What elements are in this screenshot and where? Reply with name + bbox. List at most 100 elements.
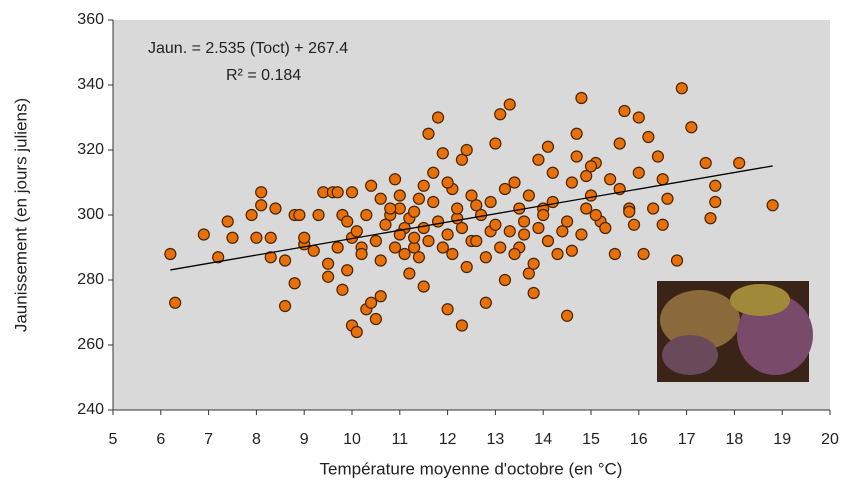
- point: [455, 221, 469, 235]
- point: [384, 202, 397, 215]
- point: [403, 267, 416, 280]
- point: [565, 244, 578, 257]
- point: [522, 267, 535, 280]
- point: [580, 202, 593, 215]
- x-tick-label: 7: [204, 431, 213, 448]
- point: [441, 176, 454, 189]
- point: [546, 195, 559, 209]
- x-tick-label: 17: [678, 431, 696, 448]
- point: [255, 199, 268, 212]
- point: [365, 179, 378, 192]
- point: [575, 228, 588, 241]
- point: [527, 286, 540, 300]
- point: [479, 296, 492, 309]
- point: [503, 98, 516, 111]
- y-tick-label: 360: [77, 11, 104, 28]
- point: [164, 247, 177, 261]
- y-tick-label: 260: [77, 336, 104, 353]
- point: [278, 254, 292, 267]
- point: [369, 312, 382, 326]
- point: [599, 221, 612, 235]
- point: [541, 234, 555, 248]
- x-tick-label: 10: [343, 431, 361, 448]
- point: [431, 111, 445, 124]
- point: [465, 189, 478, 202]
- point: [551, 247, 564, 261]
- point: [288, 277, 301, 290]
- point: [627, 218, 641, 231]
- point: [570, 150, 583, 163]
- point: [365, 296, 378, 309]
- point: [331, 241, 344, 254]
- point: [345, 186, 359, 199]
- point: [704, 212, 717, 225]
- point: [408, 231, 421, 244]
- point: [532, 221, 545, 235]
- point: [546, 166, 559, 179]
- point: [245, 208, 258, 222]
- point: [374, 192, 387, 205]
- y-tick-label: 320: [77, 141, 104, 158]
- x-axis-label: Température moyenne d'octobre (en °C): [320, 459, 623, 478]
- point: [197, 228, 210, 241]
- point: [298, 231, 311, 244]
- y-tick-label: 300: [77, 206, 104, 223]
- point: [699, 156, 712, 170]
- point: [537, 208, 550, 222]
- point: [436, 147, 449, 160]
- point: [584, 189, 598, 202]
- point: [560, 309, 574, 322]
- point: [460, 260, 473, 274]
- x-tick-label: 14: [534, 431, 552, 448]
- point: [331, 186, 344, 199]
- point: [455, 319, 469, 332]
- x-tick-label: 20: [821, 431, 839, 448]
- point: [436, 241, 449, 254]
- y-tick-label: 280: [77, 271, 104, 288]
- point: [412, 251, 426, 264]
- point: [670, 254, 684, 267]
- point: [733, 156, 746, 170]
- x-tick-label: 19: [773, 431, 791, 448]
- point: [560, 215, 574, 228]
- point: [417, 221, 430, 235]
- x-tick-label: 15: [582, 431, 600, 448]
- point: [388, 241, 402, 254]
- point: [441, 228, 454, 241]
- point: [312, 208, 325, 222]
- x-tick-label: 16: [630, 431, 648, 448]
- point: [417, 280, 430, 293]
- point: [412, 192, 426, 205]
- x-tick-label: 13: [487, 431, 505, 448]
- point: [709, 195, 722, 209]
- point: [709, 179, 722, 192]
- point: [532, 153, 545, 166]
- point: [341, 215, 354, 228]
- point: [221, 215, 234, 228]
- point: [322, 257, 335, 270]
- point: [360, 208, 373, 222]
- point: [379, 218, 392, 231]
- point: [446, 247, 459, 261]
- point: [766, 199, 779, 212]
- leaf-photo: [657, 281, 813, 382]
- point: [417, 179, 430, 192]
- point: [269, 202, 282, 215]
- point: [685, 121, 698, 134]
- trendline: [170, 165, 773, 271]
- point: [517, 228, 531, 241]
- point: [427, 166, 440, 179]
- point: [264, 251, 277, 264]
- point: [517, 215, 531, 228]
- point: [656, 218, 669, 231]
- point: [642, 130, 655, 144]
- point: [647, 202, 660, 215]
- y-axis-label: Jaunissement (en jours juliens): [11, 98, 30, 332]
- y-tick-label: 240: [77, 401, 104, 418]
- point: [470, 199, 483, 212]
- point: [278, 299, 292, 313]
- point: [336, 283, 349, 296]
- point: [498, 182, 512, 196]
- point: [374, 254, 387, 267]
